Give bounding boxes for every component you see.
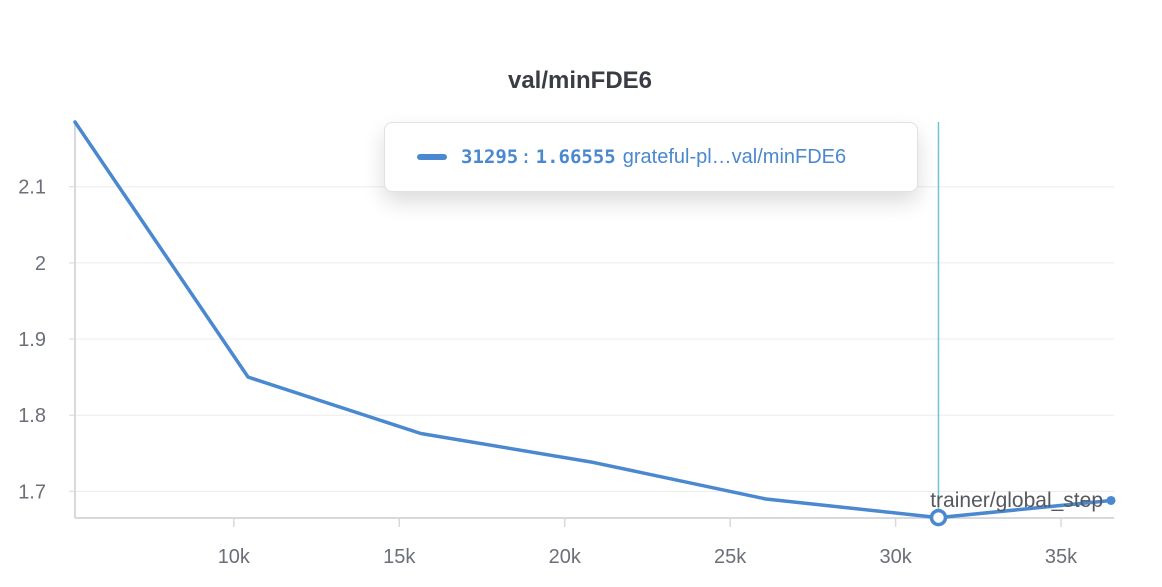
- y-tick-label: 1.8: [18, 405, 46, 427]
- x-tick-label: 20k: [549, 546, 582, 568]
- y-tick-label: 2: [35, 253, 46, 275]
- tick-labels: 1.7 1.8 1.9 2 2.1 10k 15k 20k 25k 30k 35k: [18, 177, 1078, 568]
- tooltip-run-name: grateful-pl…val/minFDE6: [622, 145, 847, 168]
- series-layer[interactable]: [72, 119, 1116, 527]
- tooltip-separator: :: [520, 146, 532, 168]
- x-tick-label: 35k: [1045, 546, 1078, 568]
- chart-title: val/minFDE6: [508, 67, 652, 94]
- series-end-dot: [1106, 495, 1116, 505]
- y-tick-label: 2.1: [18, 177, 46, 199]
- x-axis-title: trainer/global_step: [930, 489, 1103, 512]
- x-tick-label: 15k: [383, 546, 416, 568]
- x-tick-label: 10k: [218, 546, 251, 568]
- tooltip-step: 31295: [461, 146, 519, 168]
- x-tick-label: 25k: [714, 546, 747, 568]
- hover-tooltip: 31295 : 1.66555 grateful-pl…val/minFDE6: [384, 122, 918, 192]
- y-tick-label: 1.9: [18, 329, 46, 351]
- y-tick-label: 1.7: [18, 481, 46, 503]
- hover-point-marker[interactable]: [929, 508, 948, 527]
- tooltip-value: 1.66555: [535, 146, 616, 168]
- grid-lines: [75, 186, 1114, 492]
- x-tick-label: 30k: [879, 546, 912, 568]
- series-swatch: [417, 154, 447, 160]
